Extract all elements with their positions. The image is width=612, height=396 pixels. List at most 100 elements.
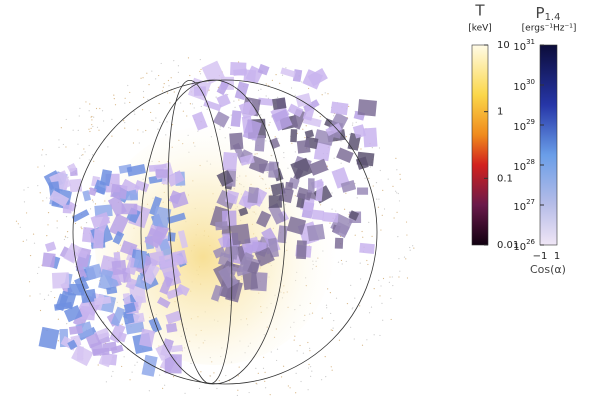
particle	[383, 208, 386, 210]
particle	[97, 364, 99, 366]
particle	[199, 73, 202, 75]
patch	[68, 325, 83, 335]
patch	[126, 163, 146, 177]
particle	[121, 323, 123, 325]
tick-base: 10	[513, 82, 526, 93]
particle	[350, 284, 352, 286]
particle	[147, 98, 149, 101]
patch	[141, 354, 158, 377]
patch	[144, 227, 165, 249]
particle	[300, 380, 302, 383]
patch	[201, 60, 225, 85]
particle	[164, 384, 166, 386]
particle	[84, 151, 86, 153]
patch	[133, 250, 147, 269]
particle	[333, 157, 335, 159]
patch	[268, 161, 279, 178]
patch	[139, 328, 156, 348]
particle	[324, 356, 326, 358]
particle	[301, 81, 303, 83]
patch	[334, 237, 344, 249]
particle	[47, 224, 49, 226]
particle	[217, 86, 219, 88]
particle	[113, 98, 115, 100]
particle	[129, 379, 131, 381]
particle	[112, 370, 114, 373]
particle	[158, 74, 160, 77]
patch	[165, 310, 182, 325]
particle	[173, 60, 175, 62]
particle	[150, 111, 152, 114]
particle	[124, 127, 126, 129]
particle	[146, 72, 148, 74]
patch	[357, 187, 369, 195]
patch	[169, 191, 189, 209]
particle	[138, 142, 140, 144]
particle	[345, 192, 347, 194]
particle	[381, 302, 383, 304]
particle	[368, 221, 370, 224]
particle	[172, 376, 175, 378]
particle	[58, 333, 60, 335]
particle	[46, 197, 48, 199]
patch	[155, 169, 168, 179]
particle	[371, 235, 373, 238]
particle	[340, 140, 342, 142]
particle	[89, 187, 91, 189]
particle	[398, 258, 400, 260]
particle	[409, 246, 411, 249]
particle	[186, 115, 188, 117]
particle	[162, 387, 164, 389]
particle	[397, 192, 399, 195]
particle	[140, 77, 142, 79]
patch	[159, 276, 174, 295]
particle	[406, 277, 409, 279]
particle	[103, 321, 105, 323]
particle	[238, 99, 240, 101]
particle	[265, 83, 267, 85]
particle	[360, 148, 362, 150]
patch	[63, 242, 82, 264]
particle	[37, 166, 39, 168]
particle	[302, 128, 304, 130]
particle	[279, 82, 281, 84]
particle	[413, 247, 415, 249]
particle	[66, 231, 69, 233]
particle	[230, 114, 232, 116]
particle	[320, 379, 323, 381]
particle	[148, 84, 150, 86]
patch	[238, 207, 249, 217]
particle	[85, 101, 87, 103]
particle	[62, 143, 64, 146]
particle	[65, 146, 67, 148]
particle	[282, 365, 285, 367]
particle	[129, 101, 131, 104]
power-title-main: P	[536, 4, 545, 22]
particle	[359, 262, 361, 264]
patch	[94, 204, 113, 218]
particle	[142, 131, 144, 133]
particle	[361, 230, 363, 233]
particle	[262, 367, 265, 369]
particle	[398, 200, 401, 202]
patch	[102, 341, 118, 353]
patch	[357, 99, 377, 117]
patch	[167, 232, 176, 242]
patch	[228, 245, 239, 256]
particle	[213, 372, 215, 374]
particle	[291, 142, 293, 144]
tick-exponent: 31	[526, 38, 535, 46]
tick-base: 10	[513, 42, 526, 53]
particle	[72, 129, 74, 131]
particle	[340, 162, 342, 164]
particle	[399, 173, 401, 175]
particle	[47, 294, 50, 296]
particle	[136, 361, 138, 363]
power-colorbar	[539, 44, 558, 246]
particle	[405, 258, 407, 260]
x-tick-label: −1	[533, 251, 548, 262]
particle	[378, 147, 381, 149]
particle	[369, 166, 372, 168]
particle	[373, 334, 375, 336]
particle	[304, 136, 306, 139]
